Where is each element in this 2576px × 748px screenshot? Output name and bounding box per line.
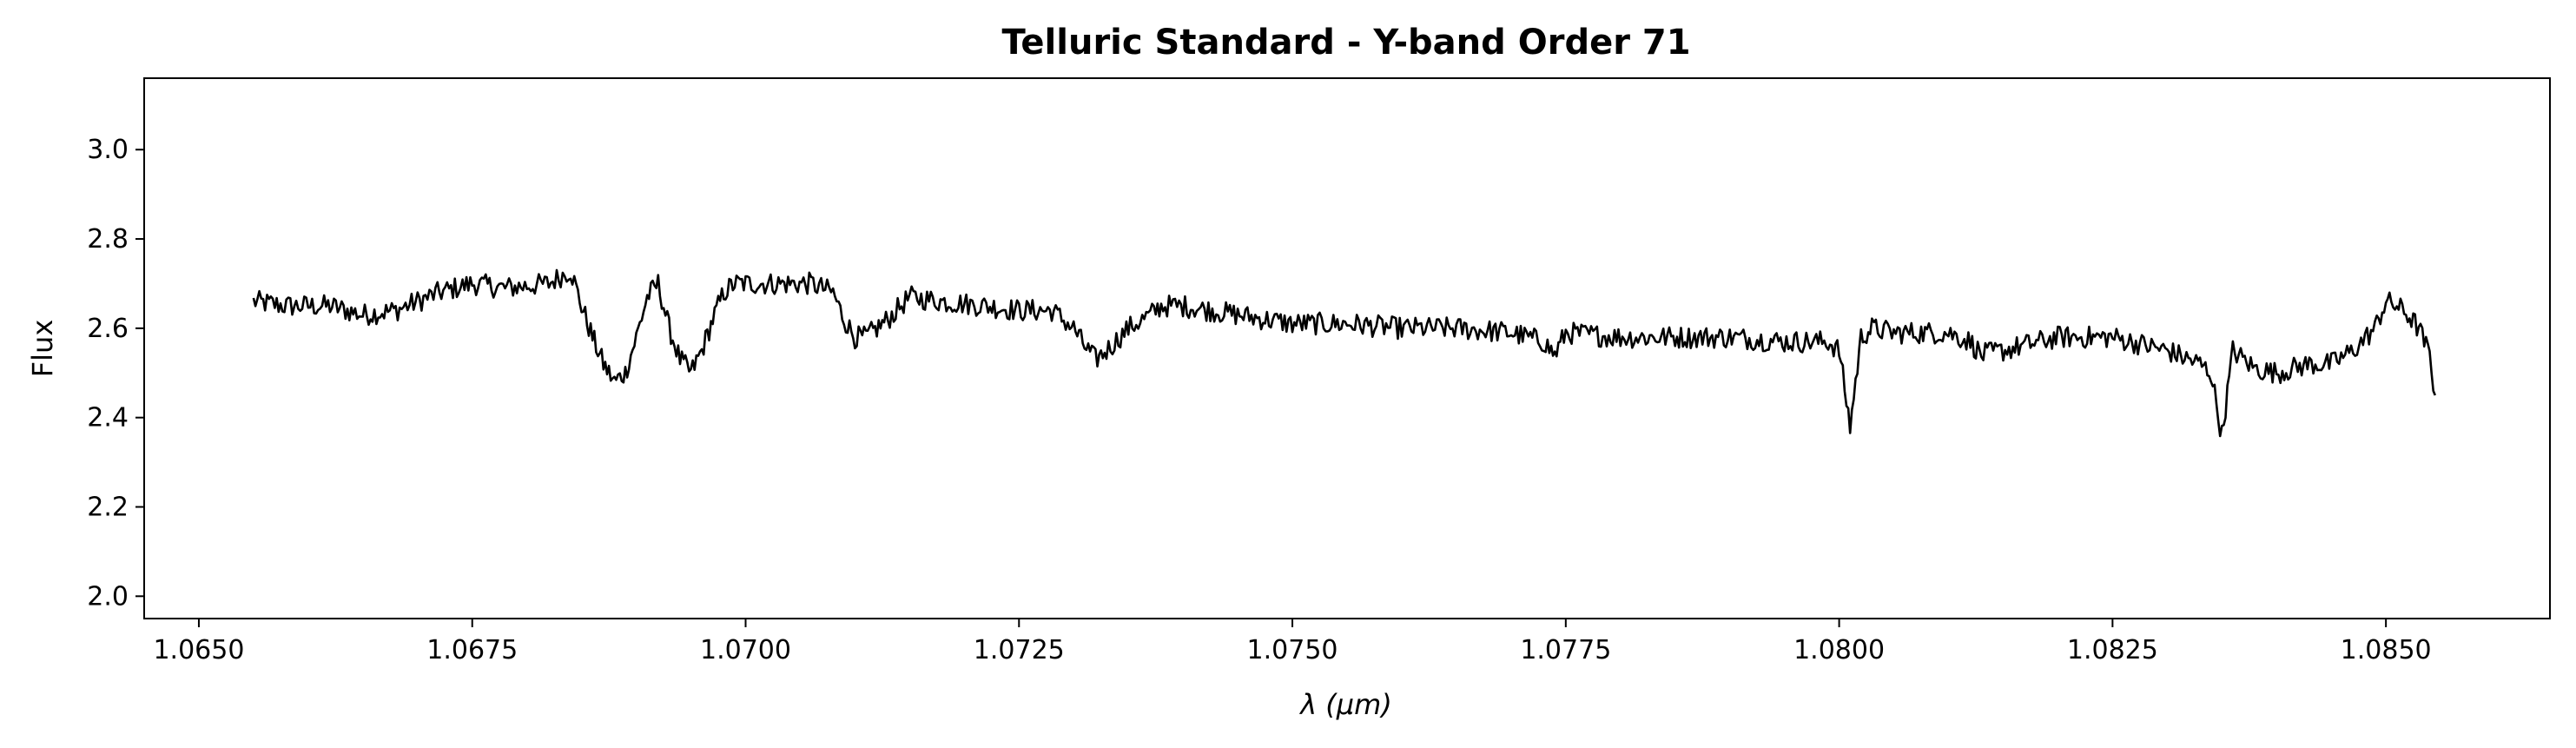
chart-title: Telluric Standard - Y-band Order 71 [1001, 23, 1690, 63]
x-tick-label: 1.0775 [1520, 635, 1611, 665]
y-tick-label: 2.6 [87, 314, 129, 344]
y-tick-label: 2.4 [87, 403, 129, 434]
x-tick-label: 1.0825 [2067, 635, 2158, 665]
y-tick-label: 2.0 [87, 581, 129, 612]
x-tick-label: 1.0750 [1247, 635, 1338, 665]
x-tick-label: 1.0800 [1793, 635, 1885, 665]
x-tick-label: 1.0650 [153, 635, 244, 665]
series-line [252, 268, 2437, 438]
y-axis-label: Flux [26, 320, 59, 378]
y-tick-label: 2.8 [87, 224, 129, 255]
plot-frame [143, 77, 2551, 619]
x-tick-label: 1.0725 [974, 635, 1065, 665]
x-tick-label: 1.0700 [700, 635, 791, 665]
x-axis-label: λ (μm) [1298, 688, 1392, 721]
x-axis: 1.0650 1.0675 1.0700 1.0725 1.0750 1.0775 1.08… [153, 619, 2432, 665]
x-tick-label: 1.0675 [426, 635, 518, 665]
y-tick-label: 3.0 [87, 135, 129, 165]
x-tick-label: 1.0850 [2341, 635, 2432, 665]
plot-area [143, 77, 2551, 619]
y-tick-label: 2.2 [87, 492, 129, 522]
y-axis: 2.0 2.2 2.4 2.6 2.8 3.0 [87, 135, 144, 612]
